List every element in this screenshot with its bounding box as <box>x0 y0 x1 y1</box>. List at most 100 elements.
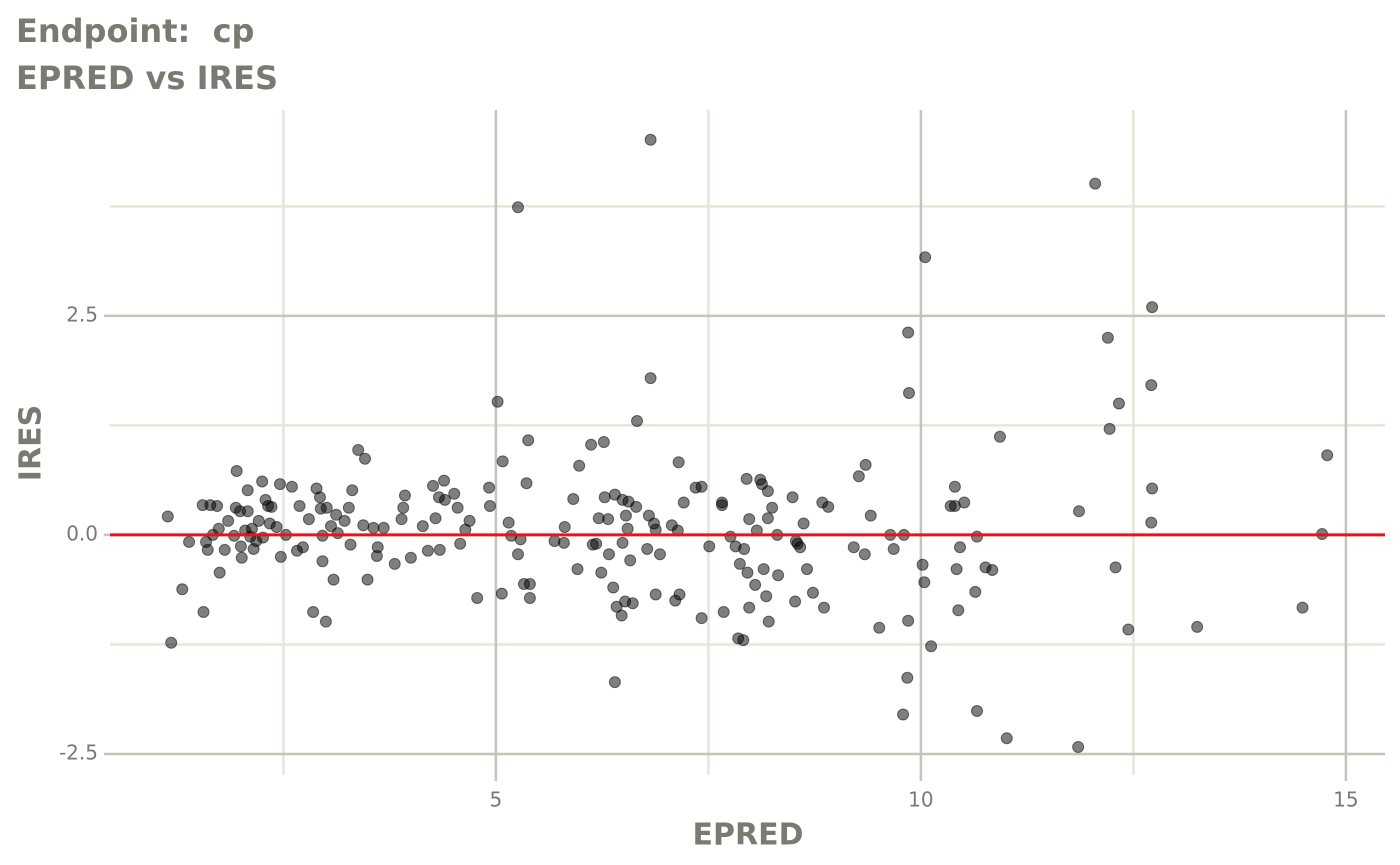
point <box>762 615 775 628</box>
point <box>397 501 410 514</box>
point <box>274 550 287 563</box>
point <box>520 477 533 490</box>
point <box>615 609 628 622</box>
point <box>743 513 756 526</box>
point <box>256 475 269 488</box>
point <box>495 587 508 600</box>
point <box>950 563 963 576</box>
point <box>607 581 620 594</box>
point <box>558 521 571 534</box>
point <box>463 514 476 527</box>
point <box>342 501 355 514</box>
point <box>197 606 210 619</box>
point <box>585 438 598 451</box>
point <box>703 540 716 553</box>
point <box>631 415 643 428</box>
point <box>361 573 374 586</box>
point <box>852 470 865 483</box>
point <box>241 484 254 497</box>
point <box>864 509 877 522</box>
point <box>483 500 496 513</box>
point <box>270 521 283 534</box>
point <box>491 395 504 408</box>
point <box>595 566 608 579</box>
point <box>265 500 278 513</box>
point <box>971 705 983 718</box>
point <box>416 520 429 533</box>
point <box>557 536 570 549</box>
point <box>918 576 931 589</box>
x-tick-label: 15 <box>1333 788 1358 812</box>
point <box>971 530 983 543</box>
point <box>352 443 365 456</box>
point <box>512 548 524 561</box>
point <box>644 133 657 146</box>
point <box>302 513 315 526</box>
point <box>359 452 371 465</box>
point <box>234 540 247 553</box>
point <box>1146 482 1159 495</box>
point <box>786 491 799 504</box>
point <box>367 521 380 534</box>
point <box>285 480 298 493</box>
point <box>183 535 196 548</box>
x-axis-title: EPRED <box>693 818 804 853</box>
chart-subtitle: EPRED vs IRES <box>16 59 278 97</box>
point <box>590 537 603 550</box>
point <box>404 551 417 564</box>
point <box>716 499 728 512</box>
point <box>672 456 685 469</box>
point <box>512 201 524 214</box>
point <box>1089 177 1102 190</box>
point <box>598 491 611 504</box>
point <box>235 551 248 564</box>
point <box>801 563 813 576</box>
point <box>597 436 610 449</box>
point <box>212 522 225 535</box>
point <box>1109 561 1122 574</box>
point <box>626 597 639 610</box>
point <box>230 464 243 477</box>
point <box>331 527 344 540</box>
point <box>859 458 872 471</box>
point <box>1191 620 1204 633</box>
y-tick-label: 2.5 <box>66 302 98 326</box>
point <box>673 588 686 601</box>
point <box>954 541 966 554</box>
point <box>749 578 762 591</box>
point <box>766 501 779 514</box>
point <box>377 521 390 534</box>
point <box>858 548 871 561</box>
point <box>502 516 515 529</box>
point <box>873 621 886 634</box>
point <box>211 500 224 513</box>
point <box>433 543 446 556</box>
point <box>571 563 584 576</box>
point <box>641 542 654 555</box>
point <box>619 509 632 522</box>
point <box>743 601 756 614</box>
point <box>307 606 320 619</box>
point <box>806 586 819 599</box>
point <box>1000 732 1013 745</box>
point <box>887 542 900 555</box>
point <box>772 569 785 582</box>
point <box>429 512 442 525</box>
point <box>897 708 910 721</box>
point <box>213 566 226 579</box>
point <box>602 548 615 561</box>
point <box>738 542 751 555</box>
point <box>608 676 621 689</box>
y-tick-label: 0.0 <box>66 521 98 545</box>
point <box>902 326 915 339</box>
point <box>398 489 411 502</box>
plot-area <box>110 133 1385 753</box>
point <box>496 455 509 468</box>
point <box>958 496 971 509</box>
point <box>241 505 254 518</box>
x-tick-label: 10 <box>908 788 933 812</box>
point <box>986 563 999 576</box>
point <box>201 543 214 556</box>
point <box>313 491 326 504</box>
